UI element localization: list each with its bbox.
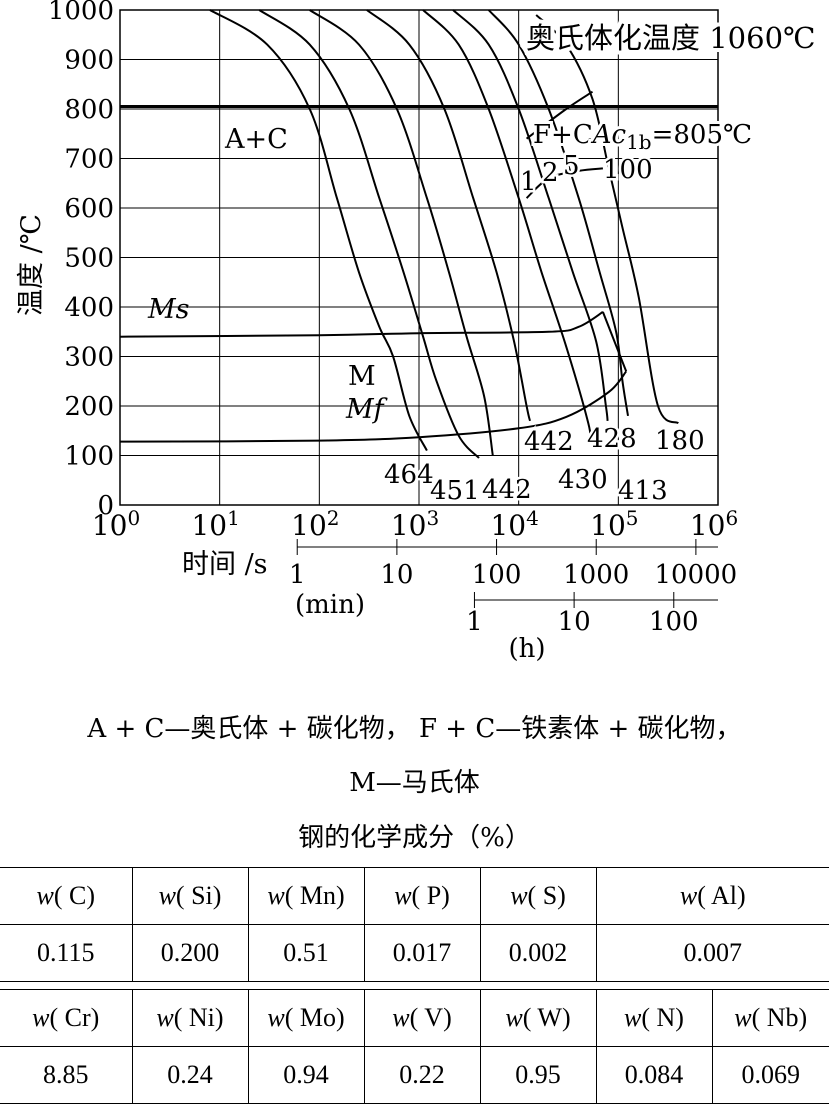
hour-axis-unit: (h) [508,634,545,664]
composition-value-cell: 0.007 [595,924,829,982]
y-tick-label: 300 [64,343,114,373]
hardness-label: 428 [587,424,637,454]
composition-value-cell: 0.115 [0,924,133,982]
hardness-label: 430 [558,465,608,495]
composition-header-cell: w( Mn) [247,867,365,925]
percent-label: 5 [563,151,580,181]
composition-value-cell: 8.85 [0,1046,133,1104]
x-tick-label: 100 [92,506,140,542]
cooling-curve [487,9,629,417]
y-tick-label: 400 [64,293,114,323]
composition-value-cell: 0.51 [247,924,365,982]
y-axis-label: 温度 /℃ [16,214,47,316]
composition-header-cell: w( Si) [131,867,249,925]
composition-header-cell: w( Al) [595,867,829,925]
hour-axis-label: 1 [466,607,483,637]
composition-value-cell: 0.95 [479,1046,597,1104]
composition-value-cell: 0.084 [595,1046,713,1104]
hardness-label: 442 [482,475,532,505]
region-label-m: M [348,361,376,392]
composition-value-cell: 0.002 [479,924,597,982]
table-title: 钢的化学成分（%） [298,823,531,853]
composition-header-cell: w( C) [0,867,133,925]
austenitizing-label: 奥氏体化温度 1060℃ [526,21,815,55]
composition-header-cell: w( Nb) [711,989,829,1047]
composition-table-2: w( Cr) w( Ni) w( Mo) w( V) w( W) w( N) w( Nb) … [0,989,829,1104]
composition-value-cell: 0.24 [131,1046,249,1104]
composition-header-cell: w( Cr) [0,989,133,1047]
min-axis-label: 1 [289,560,306,590]
hardness-label: 464 [384,460,434,490]
percent-label: 100 [603,155,653,185]
x-axis-label: 时间 /s [182,549,268,580]
hardness-label: 180 [655,426,705,456]
composition-value-cell: 0.94 [247,1046,365,1104]
cooling-curve [209,9,428,452]
composition-header-cell: w( V) [363,989,481,1047]
cooling-curve [535,14,679,425]
composition-header-cell: w( Ni) [131,989,249,1047]
min-axis-label: 10000 [655,560,738,590]
composition-value-cell: 0.200 [131,924,249,982]
min-axis-label: 100 [472,560,522,590]
composition-value-cell: 0.069 [711,1046,829,1104]
composition-table-1: w( C) w( Si) w( Mn) w( P) w( S) w( Al) 0.115 0… [0,867,829,982]
composition-value-cell: 0.017 [363,924,481,982]
x-tick-label: 106 [690,506,738,542]
y-tick-label: 500 [64,244,114,274]
composition-value-cell: 0.22 [363,1046,481,1104]
cooling-curve [422,9,592,441]
composition-header-cell: w( P) [363,867,481,925]
label-mf: Mf [345,394,388,425]
cooling-curve [258,9,480,459]
percent-label: 2 [542,158,559,188]
ac1b-label: F+CAc1b=805℃ [533,120,752,154]
percent-label: 1 [520,167,537,197]
y-tick-label: 900 [64,46,114,76]
chart-curves [119,9,718,459]
region-label-ac: A+C [224,124,288,155]
x-tick-label: 105 [590,506,638,542]
cooling-curve [309,9,494,456]
ferrite-finish-line [526,90,594,140]
hardness-label: 451 [430,476,480,506]
label-ms: Ms [147,294,190,325]
hour-axis-label: 100 [649,607,699,637]
composition-header-cell: w( N) [595,989,713,1047]
chart-grid [119,9,719,506]
cooling-curve [452,9,609,422]
y-tick-label: 1000 [48,0,114,26]
min-axis-label: 10 [380,560,413,590]
mf-line [119,370,627,443]
x-tick-label: 104 [490,506,538,542]
min-axis-label: 1000 [563,560,629,590]
composition-header-cell: w( S) [479,867,597,925]
composition-header-cell: w( Mo) [247,989,365,1047]
caption-line-2: M—马氏体 [349,768,480,798]
x-tick-label: 101 [191,506,239,542]
cooling-curve [366,9,531,422]
y-tick-label: 0 [97,491,114,521]
caption-line-1: A + C—奥氏体 + 碳化物， F + C—铁素体 + 碳化物， [87,714,742,744]
y-tick-label: 100 [64,442,114,472]
y-tick-label: 700 [64,145,114,175]
x-tick-label: 102 [291,506,339,542]
ferrite-start-line [525,167,603,199]
y-tick-label: 600 [64,194,114,224]
hour-axis-label: 10 [558,607,591,637]
composition-header-cell: w( W) [479,989,597,1047]
min-axis-unit: (min) [295,590,365,620]
ms-line [119,311,604,338]
x-tick-label: 103 [391,506,439,542]
y-tick-label: 800 [64,95,114,125]
hardness-label: 442 [524,427,574,457]
ms-drop-line [601,311,628,372]
y-tick-label: 200 [64,392,114,422]
hardness-label: 413 [618,476,668,506]
plot-frame [119,9,719,506]
